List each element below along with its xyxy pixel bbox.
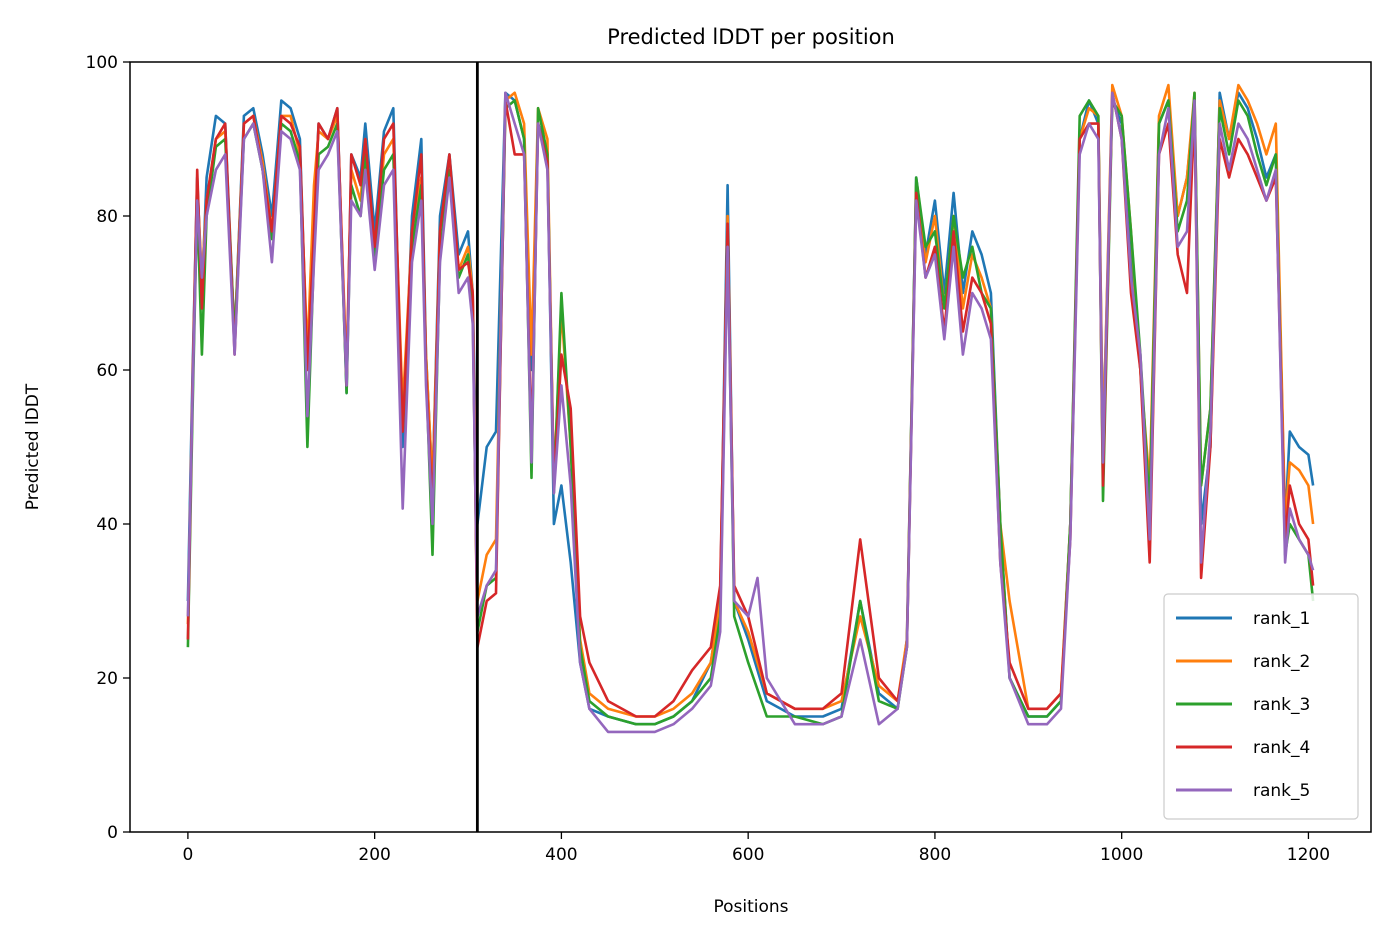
y-tick-label: 0: [107, 823, 118, 843]
chart-title: Predicted lDDT per position: [607, 25, 895, 49]
legend-label: rank_3: [1253, 695, 1310, 715]
y-tick-label: 80: [96, 207, 118, 227]
x-tick-label: 600: [732, 845, 764, 865]
x-axis-ticks: 0 200 400 600 800 1000 1200: [182, 832, 1330, 865]
legend-label: rank_2: [1253, 652, 1310, 672]
x-tick-label: 400: [545, 845, 577, 865]
x-tick-label: 200: [358, 845, 390, 865]
x-tick-label: 1000: [1100, 845, 1143, 865]
plot-area-frame: [129, 61, 1372, 833]
legend-label: rank_4: [1253, 738, 1310, 758]
y-tick-label: 100: [86, 53, 118, 73]
legend-label: rank_5: [1253, 781, 1310, 801]
x-tick-label: 1200: [1287, 845, 1330, 865]
legend-label: rank_1: [1253, 609, 1310, 629]
series-line-rank-5: [186, 91, 1315, 734]
y-axis-ticks: 0 20 40 60 80 100: [86, 53, 130, 843]
x-axis-label: Positions: [713, 897, 788, 917]
y-tick-label: 20: [96, 669, 118, 689]
x-tick-label: 800: [919, 845, 951, 865]
legend: rank_1 rank_2 rank_3 rank_4 rank_5: [1163, 593, 1359, 820]
y-axis-label: Predicted lDDT: [23, 383, 43, 510]
y-tick-label: 40: [96, 515, 118, 535]
series-lines: [186, 83, 1315, 734]
x-tick-label: 0: [182, 845, 193, 865]
legend-box: [1163, 593, 1359, 820]
y-tick-label: 60: [96, 361, 118, 381]
